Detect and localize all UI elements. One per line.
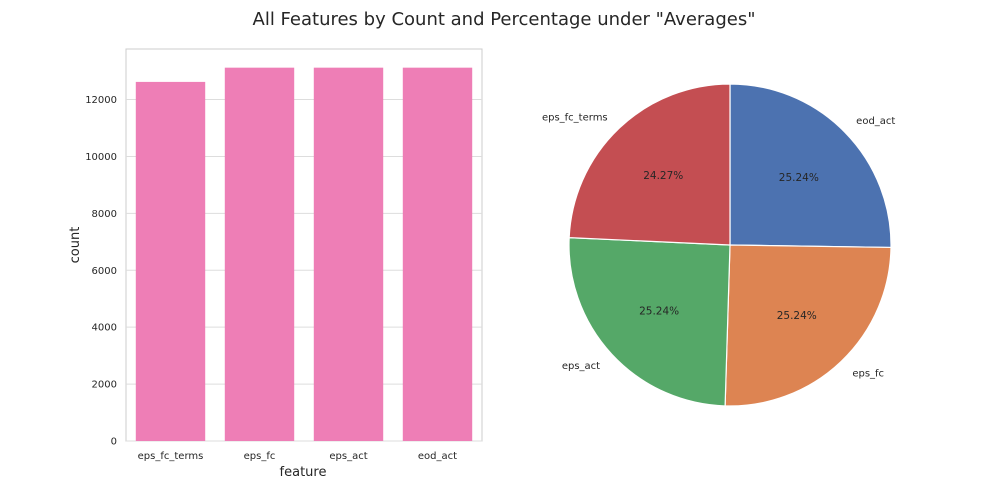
pie-percent-label: 24.27% — [643, 170, 683, 182]
pie-slice-label: eps_fc_terms — [542, 112, 608, 123]
bar-y-tick-label: 0 — [111, 437, 117, 448]
pie-percent-labels: 25.24% 25.24% 25.24% 24.27% — [639, 170, 819, 322]
pie-wedges — [568, 83, 892, 407]
pie-slice-eps_fc — [724, 244, 892, 407]
bar-y-tick-label: 8000 — [92, 209, 117, 220]
pie-slice-label: eps_act — [562, 361, 600, 372]
bar-y-tick-label: 4000 — [92, 323, 117, 334]
bar-eps_fc_terms — [135, 81, 206, 441]
pie-percent-label: 25.24% — [777, 310, 817, 322]
pie-slice-label: eod_act — [856, 116, 895, 127]
bar-eps_fc — [224, 67, 295, 442]
bar-eps_act — [313, 67, 384, 442]
pie-percent-label: 25.24% — [779, 172, 819, 184]
bar-y-tick-labels: 0 2000 4000 6000 8000 10000 12000 — [85, 95, 117, 447]
bar-x-tick-label: eps_fc — [244, 451, 276, 462]
bar-chart: 0 2000 4000 6000 8000 10000 12000 eps_fc_terms… — [68, 48, 483, 480]
bar-eod_act — [402, 67, 473, 442]
pie-labels: eod_act eps_fc eps_act eps_fc_terms — [542, 112, 895, 379]
pie-slice-eps_fc_terms — [568, 83, 731, 246]
pie-slice-label: eps_fc — [852, 369, 884, 380]
pie-percent-label: 25.24% — [639, 306, 679, 318]
bar-y-tick-label: 6000 — [92, 266, 117, 277]
bar-y-axis-label: count — [68, 227, 83, 264]
pie-slice-eod_act — [729, 83, 892, 249]
pie-slice-eps_act — [568, 237, 731, 407]
bar-x-tick-label: eod_act — [418, 451, 457, 462]
bar-y-tick-label: 2000 — [92, 380, 117, 391]
bar-x-tick-labels: eps_fc_terms eps_fc eps_act eod_act — [138, 451, 458, 462]
bar-y-tick-label: 10000 — [85, 152, 117, 163]
bar-x-tick-label: eps_fc_terms — [138, 451, 204, 462]
bar-y-tick-label: 12000 — [85, 95, 117, 106]
bar-marks — [135, 67, 473, 442]
figure-title: All Features by Count and Percentage und… — [253, 9, 756, 30]
bar-x-tick-label: eps_act — [329, 451, 367, 462]
bar-x-axis-label: feature — [280, 465, 327, 480]
